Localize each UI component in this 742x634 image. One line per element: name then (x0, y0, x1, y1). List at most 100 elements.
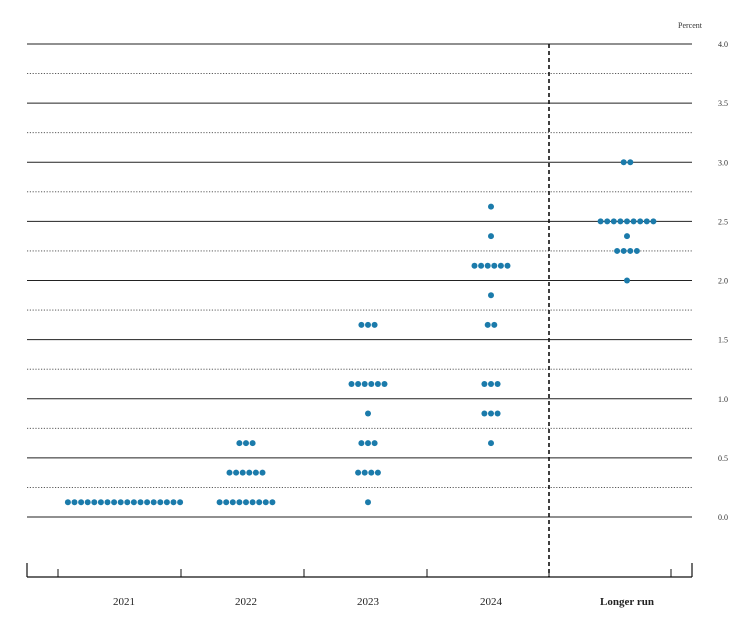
participant-dot (620, 159, 627, 166)
participant-dot (491, 321, 498, 328)
participant-dot (78, 499, 85, 506)
participant-dot (365, 321, 371, 328)
participant-dot (484, 262, 491, 269)
participant-dot (243, 499, 249, 506)
participant-dot (358, 321, 365, 328)
participant-dot (488, 233, 494, 240)
y-tick-label: 4.0 (718, 40, 728, 49)
participant-dot (355, 469, 362, 476)
participant-dot (624, 218, 630, 225)
participant-dot (348, 380, 355, 387)
participant-dot (650, 218, 657, 225)
participant-dot (604, 218, 611, 225)
participant-dot (617, 218, 624, 225)
participant-dot (150, 499, 157, 506)
participant-dot (111, 499, 118, 506)
participant-dot (216, 499, 223, 506)
participant-dot (130, 499, 137, 506)
participant-dot (630, 218, 637, 225)
y-tick-label: 2.0 (718, 277, 728, 286)
y-tick-label: 1.0 (718, 395, 728, 404)
participant-dot (177, 499, 184, 506)
participant-dot (355, 380, 362, 387)
participant-dot (481, 380, 488, 387)
participant-dot (243, 440, 249, 447)
participant-dot (361, 469, 368, 476)
participant-dot (488, 410, 494, 417)
y-tick-label: 3.5 (718, 99, 728, 108)
participant-dot (236, 440, 243, 447)
x-category-labels: 2021 2022 2023 2024 Longer run (113, 596, 654, 608)
participant-dot (170, 499, 177, 506)
participant-dot (252, 469, 259, 476)
y-tick-label: 0.5 (718, 454, 728, 463)
participant-dots (64, 159, 657, 506)
participant-dot (488, 292, 494, 299)
participant-dot (157, 499, 164, 506)
participant-dot (91, 499, 98, 506)
y-tick-label: 1.5 (718, 336, 728, 345)
participant-dot (597, 218, 604, 225)
participant-dot (624, 233, 630, 240)
participant-dot (236, 499, 243, 506)
participant-dot (643, 218, 650, 225)
participant-dot (229, 499, 236, 506)
participant-dot (144, 499, 151, 506)
participant-dot (624, 277, 630, 284)
x-category-label: 2024 (480, 596, 503, 608)
participant-dot (504, 262, 511, 269)
participant-dot (620, 247, 627, 254)
y-axis-unit-label: Percent (678, 21, 703, 30)
participant-dot (249, 440, 256, 447)
participant-dot (478, 262, 485, 269)
participant-dot (262, 499, 269, 506)
x-axis (26, 563, 693, 578)
participant-dot (368, 380, 375, 387)
participant-dot (488, 380, 494, 387)
participant-dot (481, 410, 488, 417)
participant-dot (226, 469, 233, 476)
participant-dot (627, 247, 634, 254)
x-category-label: 2023 (357, 596, 380, 608)
participant-dot (637, 218, 644, 225)
participant-dot (246, 469, 253, 476)
participant-dot (374, 469, 381, 476)
y-tick-labels: 0.0 0.5 1.0 1.5 2.0 2.5 3.0 3.5 4.0 (718, 40, 728, 522)
participant-dot (124, 499, 131, 506)
participant-dot (117, 499, 124, 506)
participant-dot (488, 440, 494, 447)
x-category-label: 2021 (113, 596, 135, 608)
participant-dot (371, 440, 378, 447)
participant-dot (256, 499, 263, 506)
participant-dot (233, 469, 240, 476)
participant-dot (610, 218, 617, 225)
y-tick-label: 2.5 (718, 217, 728, 226)
participant-dot (365, 499, 371, 506)
participant-dot (494, 380, 501, 387)
y-tick-label: 3.0 (718, 158, 728, 167)
participant-dot (223, 499, 230, 506)
participant-dot (365, 440, 371, 447)
participant-dot (494, 410, 501, 417)
participant-dot (104, 499, 111, 506)
participant-dot (259, 469, 266, 476)
x-category-label: Longer run (600, 596, 654, 608)
participant-dot (249, 499, 256, 506)
gridlines (27, 43, 692, 518)
x-category-label: 2022 (235, 596, 257, 608)
participant-dot (239, 469, 246, 476)
participant-dot (361, 380, 368, 387)
participant-dot (484, 321, 491, 328)
participant-dot (497, 262, 504, 269)
participant-dot (368, 469, 375, 476)
participant-dot (633, 247, 640, 254)
participant-dot (84, 499, 91, 506)
participant-dot (471, 262, 478, 269)
participant-dot (374, 380, 381, 387)
participant-dot (97, 499, 104, 506)
participant-dot (627, 159, 634, 166)
participant-dot (488, 203, 494, 210)
participant-dot (137, 499, 144, 506)
participant-dot (71, 499, 78, 506)
